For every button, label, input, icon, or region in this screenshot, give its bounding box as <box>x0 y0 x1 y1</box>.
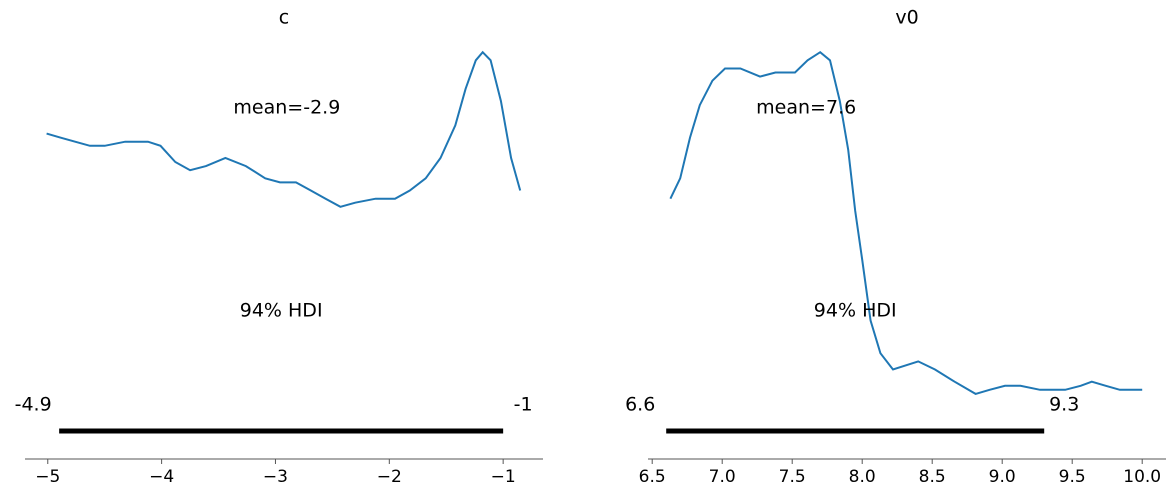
chart-title: v0 <box>895 7 918 29</box>
mean-label: mean=-2.9 <box>233 97 340 119</box>
hdi-label: 94% HDI <box>814 300 897 322</box>
x-tick-label: −1 <box>491 467 516 487</box>
density-line <box>669 50 1143 395</box>
x-tick-label: 8.0 <box>849 467 876 487</box>
hdi-high-label: -1 <box>514 394 533 416</box>
chart-title: c <box>279 7 289 29</box>
x-tick-label: −4 <box>149 467 174 487</box>
x-tick-label: 8.5 <box>919 467 946 487</box>
hdi-low-label: -4.9 <box>15 394 52 416</box>
hdi-low-label: 6.6 <box>625 394 655 416</box>
x-tick-label: −2 <box>377 467 402 487</box>
x-tick-label: −3 <box>263 467 288 487</box>
x-tick-label: 7.5 <box>779 467 806 487</box>
x-tick-label: 6.5 <box>639 467 666 487</box>
x-tick-label: 9.0 <box>989 467 1016 487</box>
x-tick-label: −5 <box>35 467 60 487</box>
x-tick-label: 7.0 <box>709 467 736 487</box>
hdi-high-label: 9.3 <box>1049 394 1079 416</box>
x-tick-label: 10.0 <box>1123 467 1161 487</box>
x-tick-label: 9.5 <box>1059 467 1086 487</box>
density-line <box>46 50 522 208</box>
hdi-label: 94% HDI <box>240 300 323 322</box>
mean-label: mean=7.6 <box>756 97 856 119</box>
